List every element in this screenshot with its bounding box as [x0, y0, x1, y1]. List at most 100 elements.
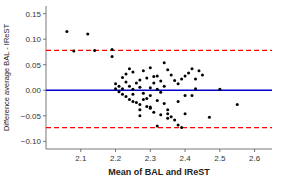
- point: [128, 98, 131, 101]
- y-tick-label: 0.00: [25, 86, 41, 95]
- point: [194, 87, 197, 90]
- point: [149, 107, 152, 110]
- x-tick: [219, 149, 220, 152]
- point: [152, 111, 155, 114]
- x-tick-label: 2.5: [214, 154, 226, 163]
- y-tick: [43, 141, 46, 142]
- point: [142, 92, 145, 95]
- point: [149, 86, 152, 89]
- point: [180, 126, 183, 129]
- point: [177, 100, 180, 103]
- point: [142, 69, 145, 72]
- x-tick: [254, 149, 255, 152]
- point: [111, 55, 114, 58]
- point: [131, 100, 134, 103]
- point: [138, 79, 141, 82]
- point: [152, 82, 155, 85]
- y-tick: [43, 13, 46, 14]
- point: [184, 74, 187, 77]
- point: [118, 85, 121, 88]
- y-tick-label: −0.05: [21, 112, 42, 121]
- x-tick: [80, 149, 81, 152]
- limit-line: [46, 127, 272, 128]
- point: [138, 114, 141, 117]
- point: [124, 72, 127, 75]
- point: [145, 77, 148, 80]
- point: [156, 125, 159, 128]
- point: [128, 67, 131, 70]
- points: [65, 30, 238, 129]
- x-axis-label: Mean of BAL and IReST: [108, 167, 210, 177]
- x-tick: [115, 149, 116, 152]
- point: [166, 68, 169, 71]
- point: [166, 112, 169, 115]
- point: [72, 49, 75, 52]
- point: [93, 49, 96, 52]
- point: [149, 94, 152, 97]
- point: [156, 99, 159, 102]
- point: [114, 82, 117, 85]
- point: [114, 87, 117, 90]
- point: [170, 115, 173, 118]
- point: [131, 88, 134, 91]
- point: [138, 103, 141, 106]
- point: [65, 30, 68, 33]
- point: [111, 48, 114, 51]
- point: [177, 123, 180, 126]
- x-tick-label: 2.4: [180, 154, 192, 163]
- point: [159, 113, 162, 116]
- point: [128, 85, 131, 88]
- point: [184, 94, 187, 97]
- point: [191, 94, 194, 97]
- point: [218, 88, 221, 91]
- x-tick-label: 2.1: [75, 154, 87, 163]
- plot-area: [46, 30, 272, 129]
- x-tick-label: 2.2: [110, 154, 122, 163]
- point: [86, 33, 89, 36]
- point: [149, 66, 152, 69]
- chart: 2.12.22.32.42.52.6−0.10−0.050.000.050.10…: [0, 0, 282, 179]
- point: [197, 69, 200, 72]
- point: [173, 118, 176, 121]
- point: [177, 82, 180, 85]
- x-axis-line: [46, 149, 272, 150]
- x-tick-label: 2.3: [145, 154, 157, 163]
- point: [163, 102, 166, 105]
- x-tick: [150, 149, 151, 152]
- mean-line: [46, 89, 272, 91]
- limit-line: [46, 50, 272, 51]
- y-axis-label: Difference average BAL - IReST: [2, 24, 11, 132]
- point: [166, 108, 169, 111]
- point: [152, 75, 155, 78]
- point: [124, 81, 127, 84]
- x-tick-label: 2.6: [249, 154, 261, 163]
- point: [135, 82, 138, 85]
- background: [0, 0, 282, 179]
- point: [138, 86, 141, 89]
- point: [138, 108, 141, 111]
- point: [187, 71, 190, 74]
- point: [135, 101, 138, 104]
- point: [121, 76, 124, 79]
- point: [121, 87, 124, 90]
- point: [156, 88, 159, 91]
- point: [208, 116, 211, 119]
- point: [145, 97, 148, 100]
- y-tick-label: 0.10: [25, 35, 41, 44]
- point: [173, 79, 176, 82]
- point: [159, 91, 162, 94]
- point: [131, 70, 134, 73]
- point: [180, 78, 183, 81]
- point: [163, 85, 166, 88]
- point: [236, 103, 239, 106]
- y-tick: [43, 90, 46, 91]
- x-tick: [185, 149, 186, 152]
- y-tick: [43, 64, 46, 65]
- y-tick: [43, 115, 46, 116]
- point: [124, 95, 127, 98]
- point: [201, 73, 204, 76]
- point: [118, 90, 121, 93]
- point: [191, 67, 194, 70]
- y-tick-label: −0.10: [21, 137, 42, 146]
- point: [121, 93, 124, 96]
